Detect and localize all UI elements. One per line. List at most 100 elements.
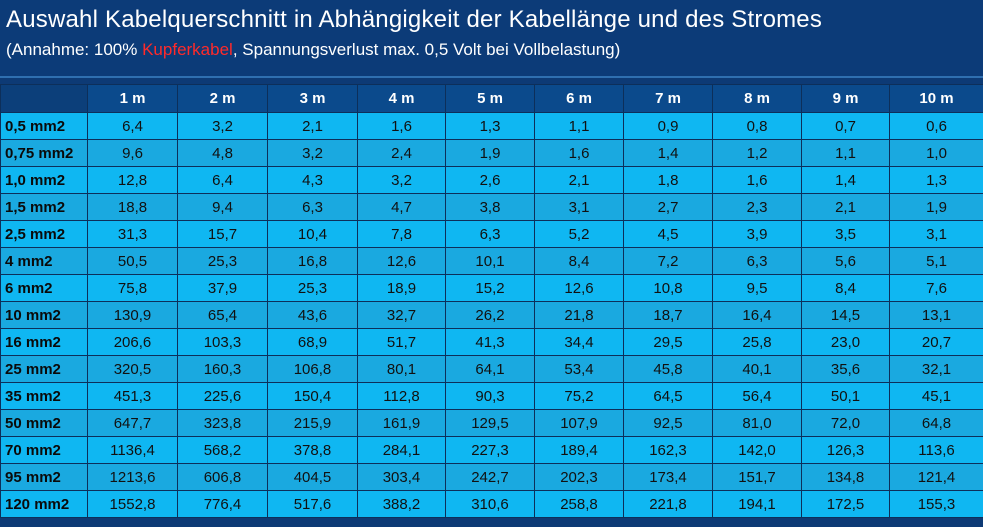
table-cell: 43,6 [267, 301, 358, 329]
table-cell: 4,8 [177, 139, 268, 167]
table-cell: 4,3 [267, 166, 358, 194]
table-cell: 106,8 [267, 355, 358, 383]
table-cell: 72,0 [801, 409, 890, 437]
subtitle-text-end: , Spannungsverlust max. 0,5 Volt bei Vol… [232, 40, 621, 59]
row-label: 0,5 mm2 [0, 112, 88, 140]
table-cell: 75,2 [534, 382, 624, 410]
table-cell: 121,4 [889, 463, 983, 491]
row-label: 16 mm2 [0, 328, 88, 356]
table-cell: 1,2 [712, 139, 802, 167]
row-label: 1,0 mm2 [0, 166, 88, 194]
table-cell: 50,1 [801, 382, 890, 410]
table-row: 10 mm2 130,9 65,4 43,6 32,7 26,2 21,8 18,7 16,4 1… [0, 301, 983, 329]
table-cell: 1,3 [889, 166, 983, 194]
table-cell: 8,4 [534, 247, 624, 275]
table-row: 70 mm2 1136,4 568,2 378,8 284,1 227,3 189,4 162… [0, 436, 983, 464]
table-row: 50 mm2 647,7 323,8 215,9 161,9 129,5 107,9 92,5… [0, 409, 983, 437]
column-header: 3 m [267, 84, 358, 113]
table-cell: 35,6 [801, 355, 890, 383]
table-cell: 206,6 [87, 328, 178, 356]
table-row: 4 mm2 50,5 25,3 16,8 12,6 10,1 8,4 7,2 6,3 5,6 5,1 [0, 247, 983, 275]
table-row: 1,0 mm2 12,8 6,4 4,3 3,2 2,6 2,1 1,8 1,6 1,4 1,3 [0, 166, 983, 194]
table-cell: 8,4 [801, 274, 890, 302]
table-row: 25 mm2 320,5 160,3 106,8 80,1 64,1 53,4 45,8 40,… [0, 355, 983, 383]
table-cell: 9,5 [712, 274, 802, 302]
table-cell: 2,1 [534, 166, 624, 194]
table-cell: 162,3 [623, 436, 713, 464]
table-cell: 1,0 [889, 139, 983, 167]
table-cell: 7,6 [889, 274, 983, 302]
table-cell: 1,1 [801, 139, 890, 167]
table-cell: 10,8 [623, 274, 713, 302]
table-cell: 3,9 [712, 220, 802, 248]
table-cell: 189,4 [534, 436, 624, 464]
table-cell: 18,7 [623, 301, 713, 329]
table-cell: 53,4 [534, 355, 624, 383]
table-cell: 18,8 [87, 193, 178, 221]
table-cell: 378,8 [267, 436, 358, 464]
column-header: 8 m [712, 84, 802, 113]
table-cell: 1,6 [357, 112, 446, 140]
table-cell: 9,4 [177, 193, 268, 221]
table-cell: 9,6 [87, 139, 178, 167]
table-cell: 31,3 [87, 220, 178, 248]
row-label: 35 mm2 [0, 382, 88, 410]
table-cell: 2,7 [623, 193, 713, 221]
table-cell: 64,1 [445, 355, 535, 383]
table-cell: 20,7 [889, 328, 983, 356]
table-cell: 134,8 [801, 463, 890, 491]
table-row: 2,5 mm2 31,3 15,7 10,4 7,8 6,3 5,2 4,5 3,9 3,5 3,1 [0, 220, 983, 248]
table-cell: 41,3 [445, 328, 535, 356]
page-subtitle: (Annahme: 100% Kupferkabel, Spannungsver… [6, 40, 620, 60]
table-cell: 15,7 [177, 220, 268, 248]
table-cell: 404,5 [267, 463, 358, 491]
column-header: 6 m [534, 84, 624, 113]
table-cell: 221,8 [623, 490, 713, 518]
table-cell: 227,3 [445, 436, 535, 464]
table-cell: 64,8 [889, 409, 983, 437]
column-header: 9 m [801, 84, 890, 113]
table-row: 16 mm2 206,6 103,3 68,9 51,7 41,3 34,4 29,5 25,8… [0, 328, 983, 356]
table-cell: 21,8 [534, 301, 624, 329]
table-cell: 517,6 [267, 490, 358, 518]
table-cell: 310,6 [445, 490, 535, 518]
table-cell: 284,1 [357, 436, 446, 464]
table-cell: 4,5 [623, 220, 713, 248]
row-label: 50 mm2 [0, 409, 88, 437]
table-cell: 12,6 [357, 247, 446, 275]
row-label: 1,5 mm2 [0, 193, 88, 221]
table-cell: 155,3 [889, 490, 983, 518]
table-cell: 7,8 [357, 220, 446, 248]
table-cell: 68,9 [267, 328, 358, 356]
table-cell: 45,1 [889, 382, 983, 410]
table-cell: 1,3 [445, 112, 535, 140]
table-cell: 6,4 [87, 112, 178, 140]
table-cell: 1,6 [534, 139, 624, 167]
table-cell: 320,5 [87, 355, 178, 383]
table-cell: 10,4 [267, 220, 358, 248]
table-row: 35 mm2 451,3 225,6 150,4 112,8 90,3 75,2 64,5 56… [0, 382, 983, 410]
table-cell: 34,4 [534, 328, 624, 356]
table-cell: 1,9 [889, 193, 983, 221]
table-cell: 303,4 [357, 463, 446, 491]
table-cell: 1,6 [712, 166, 802, 194]
table-cell: 12,6 [534, 274, 624, 302]
table-cell: 3,1 [534, 193, 624, 221]
table-cell: 130,9 [87, 301, 178, 329]
table-cell: 75,8 [87, 274, 178, 302]
row-label: 95 mm2 [0, 463, 88, 491]
table-cell: 12,8 [87, 166, 178, 194]
row-label: 2,5 mm2 [0, 220, 88, 248]
table-cell: 7,2 [623, 247, 713, 275]
table-cell: 32,1 [889, 355, 983, 383]
row-label: 10 mm2 [0, 301, 88, 329]
table-cell: 2,4 [357, 139, 446, 167]
table-cell: 25,8 [712, 328, 802, 356]
table-cell: 14,5 [801, 301, 890, 329]
table-cell: 215,9 [267, 409, 358, 437]
table-cell: 1136,4 [87, 436, 178, 464]
table-cell: 23,0 [801, 328, 890, 356]
slide-header: Auswahl Kabelquerschnitt in Abhängigkeit… [0, 0, 983, 78]
table-cell: 25,3 [267, 274, 358, 302]
table-row: 6 mm2 75,8 37,9 25,3 18,9 15,2 12,6 10,8 9,5 8,4 7… [0, 274, 983, 302]
